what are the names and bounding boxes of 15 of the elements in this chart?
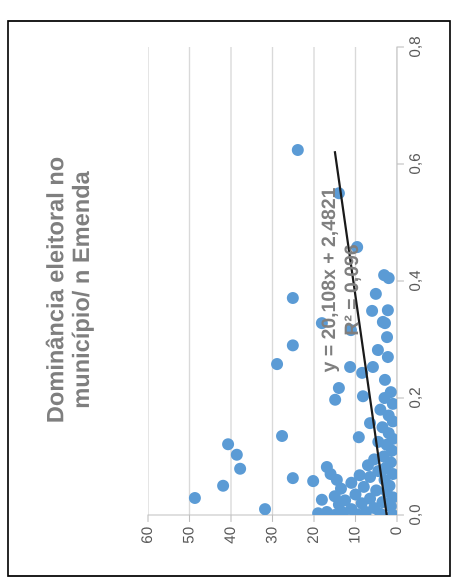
x-tick-label: 0 (390, 527, 402, 535)
y-tick-label: 0,2 (409, 388, 422, 408)
y-tick-label: 0,8 (409, 37, 422, 58)
y-tick-label: 0,6 (409, 154, 422, 174)
x-tick-label: 50 (182, 527, 194, 544)
x-tick-label: 20 (307, 527, 318, 544)
x-tick-label: 60 (141, 527, 152, 544)
x-tick-label: 30 (266, 527, 277, 544)
x-tick-label: 40 (224, 527, 236, 544)
y-tick-label: 0,4 (409, 270, 422, 292)
annotation: R² = 0,096 (344, 245, 362, 334)
annotation: y = 20,108x + 2,4821 (321, 188, 340, 372)
y-tick-label: 0,0 (409, 504, 422, 526)
text: Dominância eleitoral no município/ n Emenda (46, 158, 94, 422)
x-tick-label: 10 (348, 527, 360, 543)
